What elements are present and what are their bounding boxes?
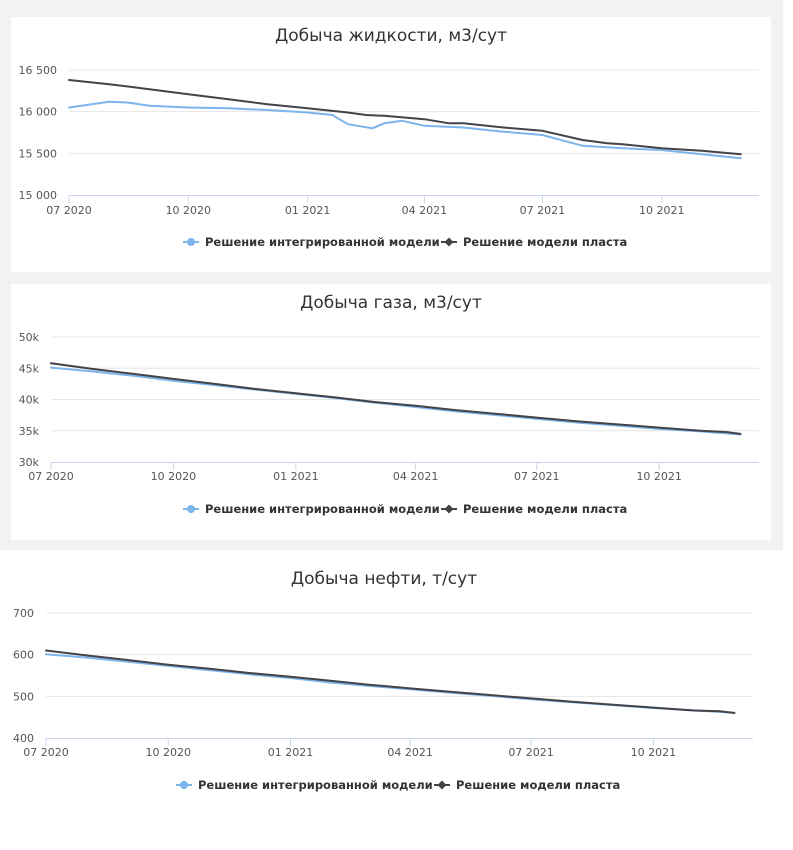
legend-label: Решение интегрированной модели (205, 502, 440, 516)
y-tick-label: 40k (19, 394, 40, 407)
series-line-reservoir-model (45, 649, 736, 714)
oil-chart-title: Добыча нефти, т/сут (291, 569, 477, 589)
legend-circle-marker-icon (180, 781, 188, 789)
x-tick-label: 07 2021 (514, 470, 560, 483)
series-line-reservoir-model (50, 362, 742, 435)
y-tick-label: 30k (19, 456, 40, 469)
x-tick-label: 04 2021 (393, 470, 439, 483)
x-tick-label: 01 2021 (273, 470, 319, 483)
legend-label: Решение модели пласта (456, 778, 620, 792)
oil-production-panel: Добыча нефти, т/сут 400 500 600 700 07 2020 10… (4, 554, 764, 816)
legend-diamond-marker-icon (444, 237, 454, 247)
legend-item-reservoir-model[interactable]: Решение модели пласта (434, 778, 620, 792)
y-tick-label: 500 (13, 690, 34, 703)
oil-production-chart: Добыча нефти, т/сут 400 500 600 700 07 2020 10… (13, 569, 753, 792)
y-tick-label: 700 (13, 607, 34, 620)
x-tick-label: 10 2021 (636, 470, 682, 483)
x-tick-label: 10 2020 (151, 470, 197, 483)
legend-label: Решение интегрированной модели (205, 235, 440, 249)
legend-item-integrated-model[interactable]: Решение интегрированной модели (183, 502, 440, 516)
x-tick-label: 07 2020 (23, 746, 69, 759)
legend-label: Решение модели пласта (463, 502, 627, 516)
x-tick-label: 04 2021 (402, 204, 448, 217)
x-tick-label: 07 2021 (508, 746, 554, 759)
legend-item-integrated-model[interactable]: Решение интегрированной модели (176, 778, 433, 792)
liquid-production-panel: Добыча жидкости, м3/сут 15 000 15 500 16 00… (11, 17, 771, 272)
y-tick-label: 16 000 (19, 106, 58, 119)
legend-item-reservoir-model[interactable]: Решение модели пласта (441, 235, 627, 249)
y-tick-label: 50k (19, 331, 40, 344)
gas-production-chart: Добыча газа, м3/сут 30k 35k 40k 45k 50k 07 202… (19, 293, 759, 516)
y-tick-label: 45k (19, 362, 40, 375)
x-tick-label: 10 2020 (166, 204, 212, 217)
series-line-reservoir-model (68, 79, 742, 156)
x-tick-label: 04 2021 (387, 746, 433, 759)
series-line-integrated-model (68, 100, 742, 160)
x-tick-label: 10 2021 (639, 204, 685, 217)
y-tick-label: 400 (13, 732, 34, 745)
x-tick-label: 07 2020 (46, 204, 92, 217)
legend-item-integrated-model[interactable]: Решение интегрированной модели (183, 235, 440, 249)
y-tick-label: 35k (19, 425, 40, 438)
x-tick-label: 07 2020 (28, 470, 74, 483)
x-tick-label: 07 2021 (520, 204, 566, 217)
legend-circle-marker-icon (187, 505, 195, 513)
y-tick-label: 15 000 (19, 189, 58, 202)
legend-label: Решение модели пласта (463, 235, 627, 249)
gas-production-panel: Добыча газа, м3/сут 30k 35k 40k 45k 50k 07 202… (11, 284, 771, 540)
y-tick-label: 16 500 (19, 64, 58, 77)
legend-item-reservoir-model[interactable]: Решение модели пласта (441, 502, 627, 516)
x-tick-label: 10 2021 (631, 746, 677, 759)
legend-diamond-marker-icon (444, 504, 454, 514)
liquid-production-chart: Добыча жидкости, м3/сут 15 000 15 500 16 00… (19, 26, 759, 249)
y-tick-label: 600 (13, 649, 34, 662)
x-tick-label: 10 2020 (146, 746, 192, 759)
gas-chart-title: Добыча газа, м3/сут (300, 293, 482, 313)
x-tick-label: 01 2021 (285, 204, 331, 217)
legend-circle-marker-icon (187, 238, 195, 246)
y-tick-label: 15 500 (19, 147, 58, 160)
series-line-integrated-model (50, 366, 742, 436)
legend-diamond-marker-icon (437, 780, 447, 790)
liquid-chart-title: Добыча жидкости, м3/сут (275, 26, 507, 46)
legend-label: Решение интегрированной модели (198, 778, 433, 792)
x-tick-label: 01 2021 (268, 746, 314, 759)
